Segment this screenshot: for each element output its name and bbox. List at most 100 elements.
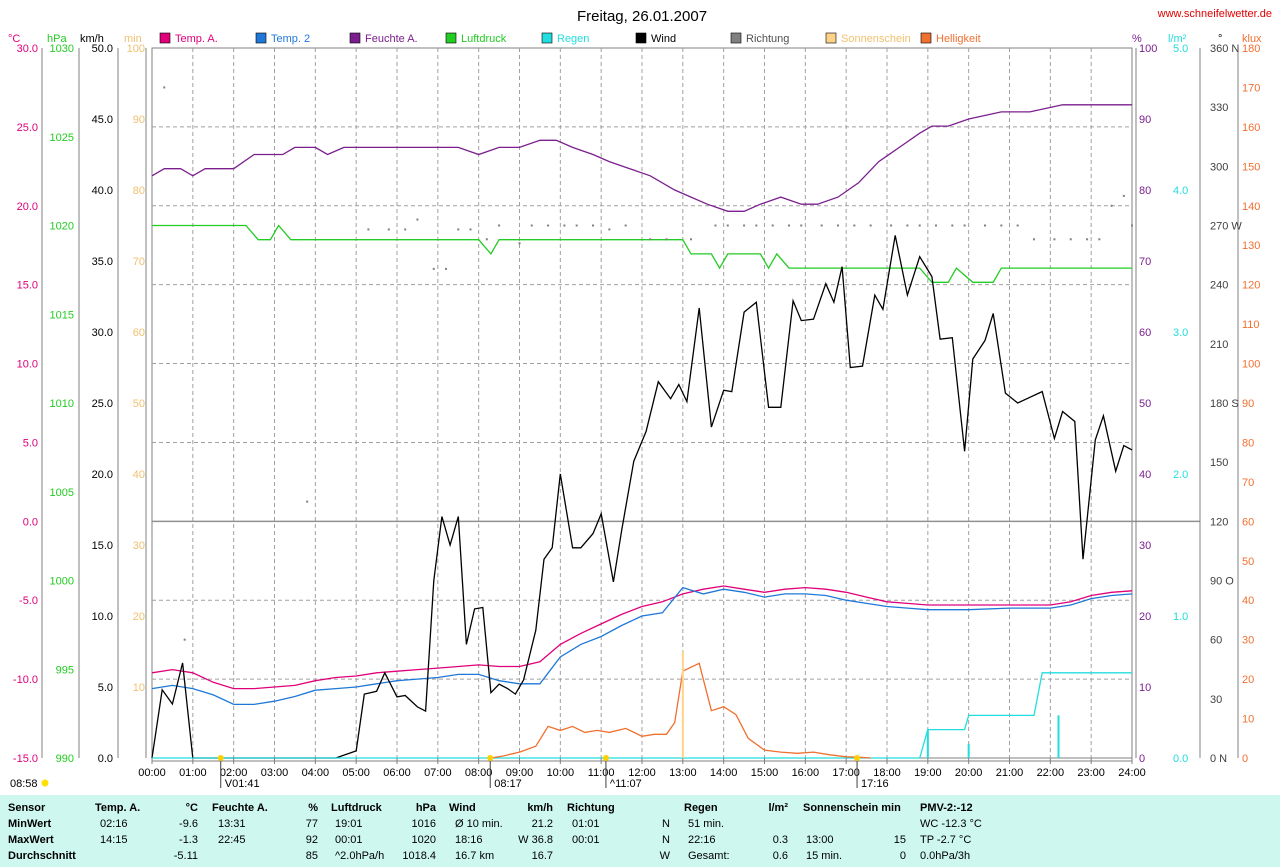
tick-label: 20.0 — [92, 469, 113, 481]
legend-label: Feuchte A. — [365, 33, 418, 45]
legend-label: Wind — [651, 33, 676, 45]
direction-dot — [800, 224, 803, 227]
stats-header: Luftdruck — [331, 802, 382, 814]
stats-cell: 15 min. — [806, 850, 843, 862]
tick-label: 1000 — [50, 576, 74, 588]
time-label: 19:00 — [914, 767, 942, 779]
tick-label: 70 — [133, 256, 145, 268]
axis-units: °C hPa km/h min % l/m² ° klux — [8, 33, 1262, 45]
stats-cell: 22:16 — [688, 834, 716, 846]
website-link[interactable]: www.schneifelwetter.de — [1157, 8, 1272, 20]
stats-cell: TP -2.7 °C — [920, 834, 972, 846]
time-marker-label: 08:17 — [494, 778, 522, 790]
time-label: 18:00 — [873, 767, 901, 779]
tick-label: 110 — [1242, 319, 1260, 331]
time-marker-label: V01:41 — [225, 778, 260, 790]
time-marker-label: ^11:07 — [610, 778, 642, 790]
tick-label: 80 — [1139, 185, 1151, 197]
tick-label: 100 — [127, 43, 145, 55]
legend-item: Feuchte A. — [349, 32, 418, 45]
direction-dot — [869, 224, 872, 227]
plot-area — [41, 47, 1239, 762]
stats-header: Sensor — [8, 802, 46, 814]
series-line — [151, 104, 1132, 212]
tick-label: 35.0 — [92, 256, 113, 268]
stats-header: Sonnenschein min — [803, 802, 901, 814]
tick-label: 1025 — [50, 132, 74, 144]
tick-label: 30 — [1242, 635, 1254, 647]
direction-dot — [1000, 224, 1003, 227]
time-marker-label: 17:16 — [861, 778, 889, 790]
stats-header: Temp. A. — [95, 802, 141, 814]
direction-dot — [755, 224, 758, 227]
time-label: 24:00 — [1118, 767, 1146, 779]
tick-label: 80 — [1242, 437, 1254, 449]
direction-dot — [432, 267, 435, 270]
legend-item: Richtung — [730, 32, 789, 45]
direction-dot — [575, 224, 578, 227]
direction-dot — [1033, 238, 1035, 241]
tick-label: 160 — [1242, 122, 1260, 134]
direction-dot — [367, 228, 370, 231]
series-line — [490, 662, 871, 759]
tick-label: 140 — [1242, 201, 1260, 213]
direction-dot — [608, 228, 611, 231]
tick-label: 150 — [1210, 457, 1228, 469]
time-label: 12:00 — [628, 767, 656, 779]
tick-label: 40.0 — [92, 185, 113, 197]
direction-dot — [1053, 238, 1056, 241]
direction-dot — [984, 224, 986, 227]
tick-label: 15.0 — [92, 540, 113, 552]
stats-cell: 0 — [899, 850, 906, 862]
tick-label: 30 — [1139, 540, 1151, 552]
time-label: 02:00 — [220, 767, 248, 779]
direction-dot — [935, 224, 937, 227]
sun-marker-icon — [217, 755, 224, 761]
sun-marker-icon — [487, 755, 494, 761]
direction-dot — [1016, 224, 1019, 227]
legend: Temp. A. Temp. 2 Feuchte A. Luftdruck Regen W… — [159, 32, 981, 45]
time-label: 03:00 — [261, 767, 289, 779]
tick-label: 130 — [1242, 240, 1260, 252]
tick-label: 270 W — [1210, 221, 1242, 233]
stats-cell: 0.6 — [772, 850, 788, 862]
time-label: 01:00 — [179, 767, 207, 779]
direction-dot — [1122, 194, 1125, 197]
series-line — [151, 585, 1133, 690]
tick-label: 20.0 — [17, 201, 38, 213]
tick-label: 50 — [133, 398, 145, 410]
direction-dot — [547, 224, 550, 227]
stats-row-label: MaxWert — [8, 834, 54, 846]
stats-cell: 0.0hPa/3h — [920, 850, 971, 862]
tick-label: 20 — [1139, 611, 1151, 623]
direction-dot — [1086, 238, 1089, 241]
stats-header: % — [308, 802, 318, 814]
stats-cell: WC -12.3 °C — [920, 818, 982, 830]
stats-header: Regen — [684, 802, 718, 814]
direction-dot — [404, 228, 407, 231]
stats-cell: 1020 — [411, 834, 436, 846]
tick-label: 90 O — [1210, 576, 1234, 588]
tick-label: 100 — [1242, 359, 1260, 371]
legend-label: Regen — [557, 33, 589, 45]
temp-unit: °C — [8, 33, 20, 45]
stats-cell: -5.11 — [173, 850, 198, 862]
legend-swatch — [255, 32, 267, 44]
tick-label: 10 — [1242, 714, 1254, 726]
direction-dot — [518, 242, 521, 245]
tick-label: 90 — [1139, 114, 1151, 126]
tick-label: 1030 — [50, 43, 74, 55]
legend-swatch — [159, 32, 171, 44]
tick-label: 40 — [133, 469, 145, 481]
stats-cell: 16.7 km — [455, 850, 495, 862]
direction-dot — [485, 238, 488, 241]
tick-label: 240 — [1210, 280, 1228, 292]
legend-label: Helligkeit — [936, 33, 981, 45]
tick-label: 40 — [1242, 595, 1254, 607]
direction-dot — [469, 228, 472, 231]
tick-label: -10.0 — [13, 674, 38, 686]
direction-dot — [837, 224, 839, 227]
stats-header: Wind — [449, 802, 476, 814]
legend-item: Sonnenschein — [825, 32, 911, 45]
time-label: 23:00 — [1077, 767, 1105, 779]
